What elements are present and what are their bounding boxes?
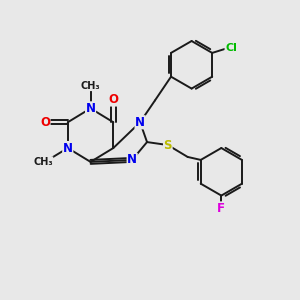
Text: Cl: Cl	[225, 43, 237, 53]
Text: N: N	[127, 153, 137, 167]
Text: S: S	[164, 139, 172, 152]
Text: O: O	[40, 116, 50, 129]
Text: O: O	[108, 93, 118, 106]
Text: CH₃: CH₃	[33, 157, 53, 167]
Text: N: N	[63, 142, 73, 154]
Text: CH₃: CH₃	[81, 81, 100, 91]
Text: F: F	[217, 202, 225, 215]
Text: N: N	[135, 116, 145, 129]
Text: N: N	[85, 102, 96, 115]
